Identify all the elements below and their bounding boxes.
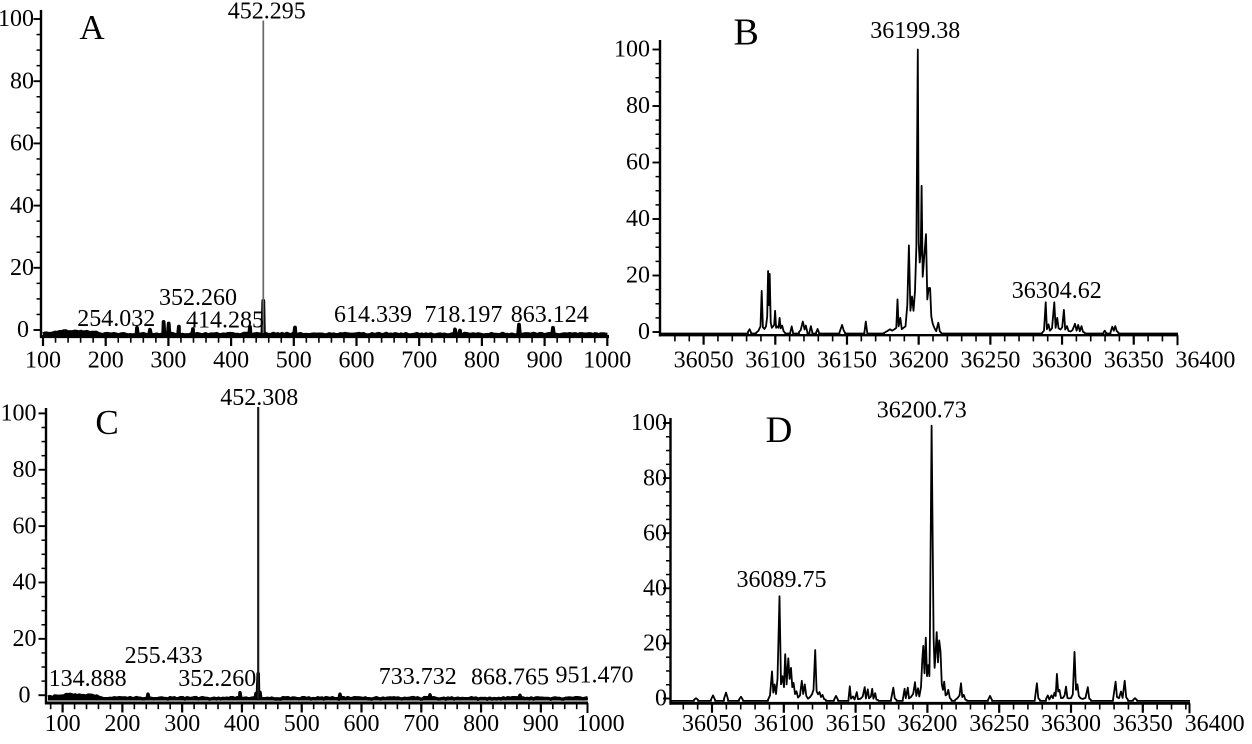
svg-text:400: 400 bbox=[224, 711, 260, 737]
svg-text:20: 20 bbox=[643, 631, 667, 657]
svg-text:900: 900 bbox=[527, 348, 563, 374]
svg-text:951.470: 951.470 bbox=[556, 662, 634, 688]
svg-text:452.308: 452.308 bbox=[220, 385, 298, 411]
svg-text:36250: 36250 bbox=[960, 348, 1020, 374]
svg-text:300: 300 bbox=[150, 348, 186, 374]
svg-text:200: 200 bbox=[88, 348, 124, 374]
svg-text:36199.38: 36199.38 bbox=[870, 18, 960, 44]
svg-text:60: 60 bbox=[13, 513, 37, 539]
svg-text:36250: 36250 bbox=[969, 711, 1029, 737]
svg-text:700: 700 bbox=[403, 711, 439, 737]
svg-text:200: 200 bbox=[104, 711, 140, 737]
svg-text:1000: 1000 bbox=[583, 348, 631, 374]
svg-text:20: 20 bbox=[13, 626, 37, 652]
svg-text:800: 800 bbox=[463, 711, 499, 737]
svg-text:A: A bbox=[79, 8, 105, 47]
svg-text:868.765: 868.765 bbox=[471, 665, 549, 691]
svg-text:500: 500 bbox=[284, 711, 320, 737]
svg-text:36304.62: 36304.62 bbox=[1012, 278, 1102, 304]
svg-text:134.888: 134.888 bbox=[49, 666, 127, 692]
svg-text:300: 300 bbox=[164, 711, 200, 737]
svg-text:20: 20 bbox=[626, 263, 650, 289]
svg-text:100: 100 bbox=[631, 410, 667, 436]
svg-text:80: 80 bbox=[643, 465, 667, 491]
svg-text:0: 0 bbox=[19, 682, 31, 708]
svg-text:36200.73: 36200.73 bbox=[877, 397, 967, 423]
svg-text:500: 500 bbox=[276, 348, 312, 374]
svg-text:600: 600 bbox=[344, 711, 380, 737]
svg-text:20: 20 bbox=[10, 255, 34, 281]
svg-text:100: 100 bbox=[0, 6, 34, 32]
svg-text:40: 40 bbox=[13, 570, 37, 596]
svg-text:452.295: 452.295 bbox=[228, 0, 306, 24]
svg-text:414.285: 414.285 bbox=[186, 307, 264, 333]
svg-text:80: 80 bbox=[13, 457, 37, 483]
svg-text:36050: 36050 bbox=[682, 711, 742, 737]
svg-text:36050: 36050 bbox=[674, 348, 734, 374]
svg-text:100: 100 bbox=[1, 401, 37, 427]
svg-text:36300: 36300 bbox=[1032, 348, 1092, 374]
svg-text:733.732: 733.732 bbox=[379, 664, 457, 690]
svg-text:700: 700 bbox=[401, 348, 437, 374]
svg-text:863.124: 863.124 bbox=[511, 302, 589, 328]
svg-text:D: D bbox=[766, 410, 793, 451]
svg-text:40: 40 bbox=[626, 206, 650, 232]
svg-text:614.339: 614.339 bbox=[334, 302, 412, 328]
svg-text:80: 80 bbox=[626, 93, 650, 119]
svg-text:0: 0 bbox=[655, 686, 667, 712]
svg-text:40: 40 bbox=[643, 576, 667, 602]
svg-text:352.260: 352.260 bbox=[159, 285, 237, 311]
svg-text:100: 100 bbox=[45, 711, 81, 737]
svg-text:36150: 36150 bbox=[817, 348, 877, 374]
svg-text:36300: 36300 bbox=[1041, 711, 1101, 737]
svg-text:C: C bbox=[95, 403, 118, 442]
svg-text:254.032: 254.032 bbox=[77, 306, 155, 332]
svg-text:100: 100 bbox=[614, 37, 650, 63]
svg-text:1000: 1000 bbox=[577, 711, 625, 737]
svg-text:800: 800 bbox=[464, 348, 500, 374]
svg-text:36100: 36100 bbox=[754, 711, 814, 737]
svg-text:36200: 36200 bbox=[889, 348, 949, 374]
svg-text:40: 40 bbox=[10, 193, 34, 219]
svg-text:60: 60 bbox=[10, 131, 34, 157]
svg-text:900: 900 bbox=[523, 711, 559, 737]
svg-text:36350: 36350 bbox=[1113, 711, 1173, 737]
svg-text:36400: 36400 bbox=[1175, 348, 1235, 374]
svg-text:36100: 36100 bbox=[745, 348, 805, 374]
svg-text:400: 400 bbox=[213, 348, 249, 374]
svg-text:36350: 36350 bbox=[1104, 348, 1164, 374]
svg-text:100: 100 bbox=[25, 348, 61, 374]
svg-text:36089.75: 36089.75 bbox=[737, 567, 827, 593]
svg-text:255.433: 255.433 bbox=[125, 643, 203, 669]
svg-text:36400: 36400 bbox=[1185, 711, 1245, 737]
svg-text:600: 600 bbox=[339, 348, 375, 374]
svg-text:0: 0 bbox=[638, 319, 650, 345]
svg-text:60: 60 bbox=[626, 150, 650, 176]
svg-text:352.260: 352.260 bbox=[178, 666, 256, 692]
svg-text:80: 80 bbox=[10, 68, 34, 94]
svg-text:0: 0 bbox=[17, 317, 29, 343]
svg-text:36200: 36200 bbox=[897, 711, 957, 737]
svg-text:B: B bbox=[734, 12, 759, 54]
svg-text:718.197: 718.197 bbox=[424, 302, 502, 328]
svg-text:60: 60 bbox=[643, 520, 667, 546]
svg-text:36150: 36150 bbox=[826, 711, 886, 737]
